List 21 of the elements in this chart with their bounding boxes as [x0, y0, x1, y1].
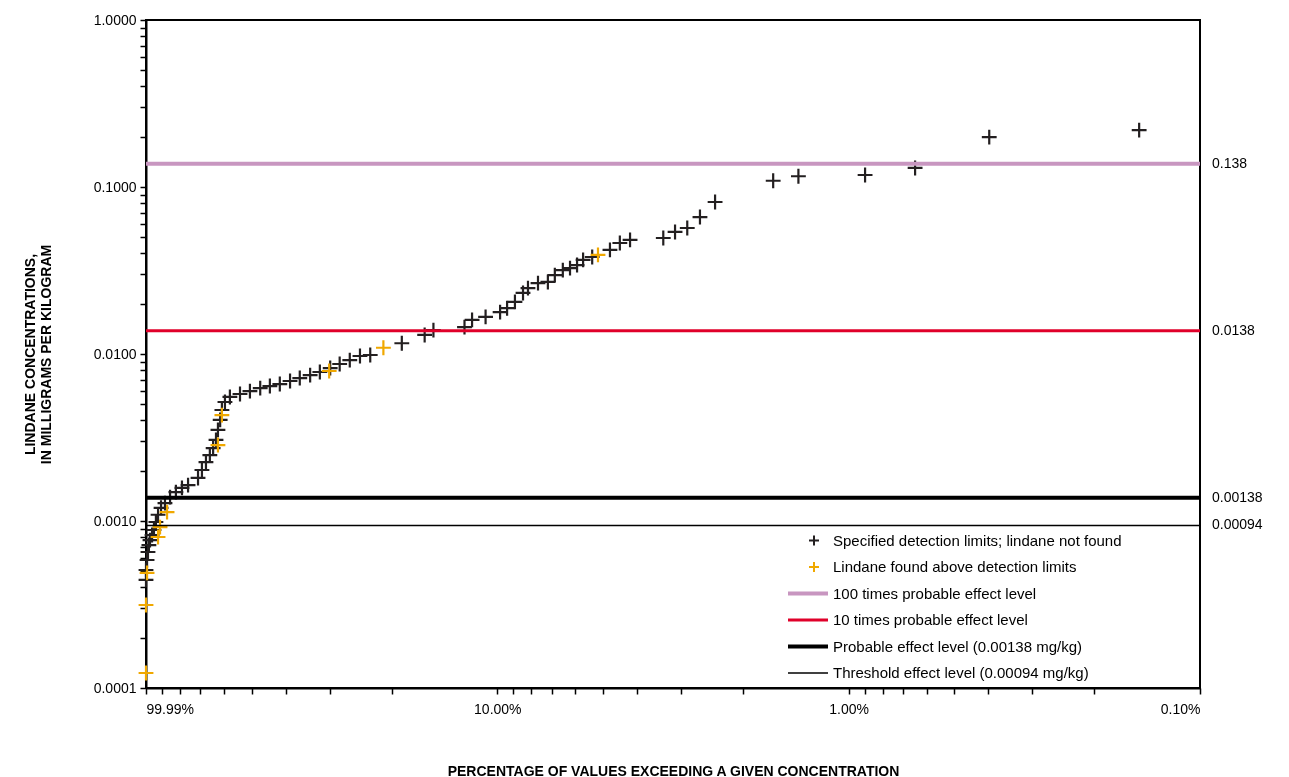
text: 0.138	[1212, 154, 1248, 171]
x-tick-label: 0.10%	[1160, 700, 1201, 717]
x-tick-label: 10.00%	[474, 700, 522, 717]
text: 0.00138	[1212, 488, 1263, 505]
legend-label: Threshold effect level (0.00094 mg/kg)	[833, 664, 1089, 681]
y-axis-title: LINDANE CONCENTRATIONS, IN MILLIGRAMS PER KILOGRAM	[21, 244, 54, 465]
legend-label: 100 times probable effect level	[833, 584, 1037, 602]
legend-label: 10 times probable effect level	[833, 611, 1028, 628]
y-tick-label: 1.0000	[93, 11, 137, 28]
y-tick-label: 0.0001	[93, 679, 137, 696]
legend-label: Specified detection limits; lindane not found	[833, 531, 1122, 549]
text: 0.00094	[1212, 516, 1263, 533]
x-axis-title: PERCENTAGE OF VALUES EXCEEDING A GIVEN CONCENTRATION	[447, 762, 900, 777]
legend-label: Lindane found above detection limits	[833, 558, 1077, 575]
text: 0.0138	[1212, 321, 1256, 338]
legend-label: Probable effect level (0.00138 mg/kg)	[833, 637, 1083, 655]
x-tick-label: 99.99%	[146, 700, 194, 717]
x-tick-label: 1.00%	[829, 700, 870, 717]
y-tick-label: 0.1000	[93, 178, 137, 195]
y-tick-label: 0.0010	[93, 512, 137, 529]
y-tick-label: 0.0100	[93, 345, 137, 362]
